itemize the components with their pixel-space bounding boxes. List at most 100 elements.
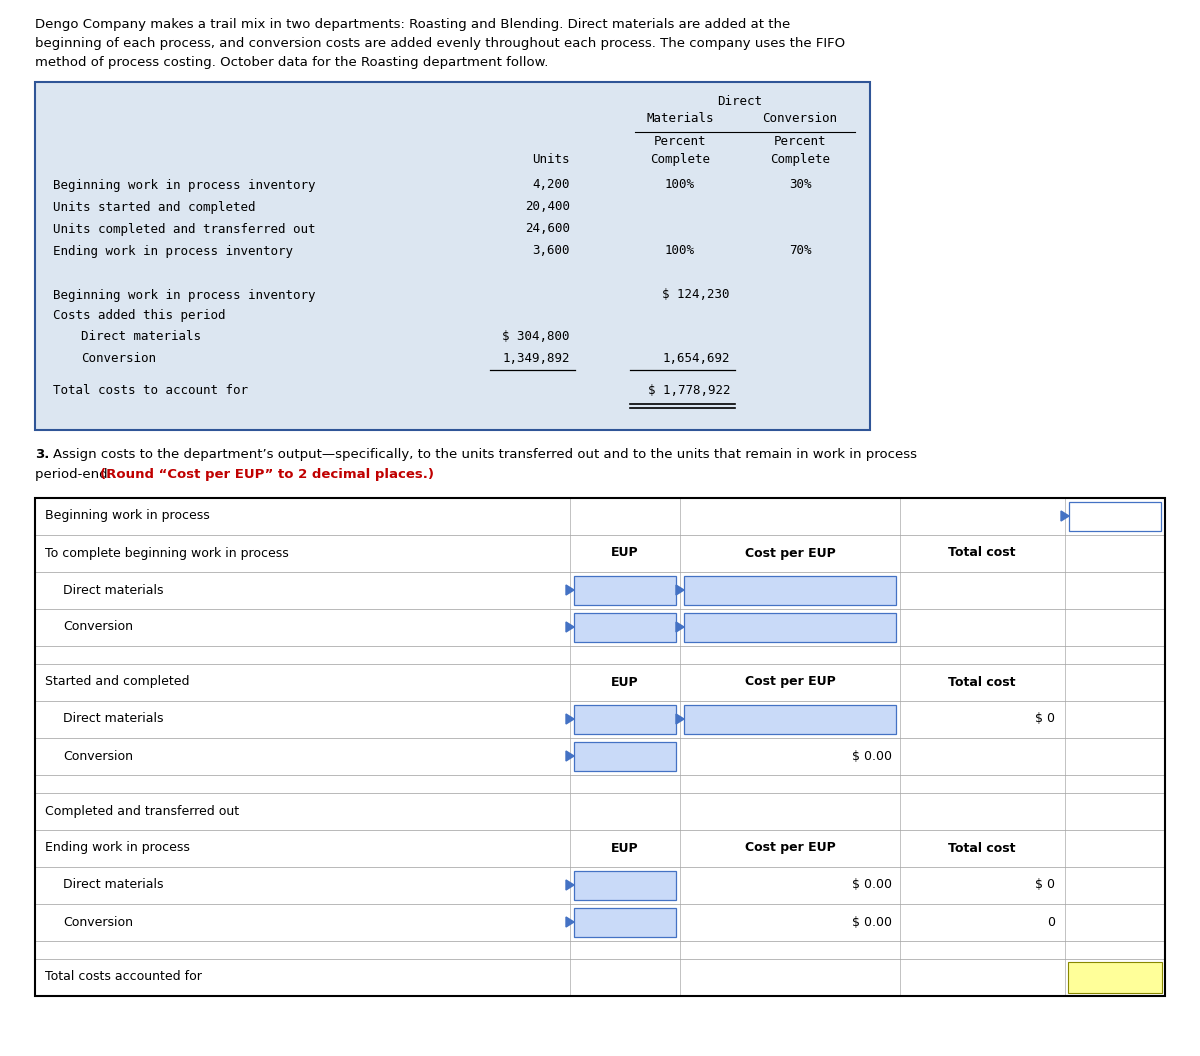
Text: Total cost: Total cost bbox=[948, 547, 1015, 560]
Bar bbox=[35, 664, 1165, 701]
Text: 70%: 70% bbox=[788, 245, 811, 258]
Bar bbox=[684, 612, 896, 642]
Bar bbox=[35, 498, 1165, 535]
Text: Dengo Company makes a trail mix in two departments: Roasting and Blending. Direc: Dengo Company makes a trail mix in two d… bbox=[35, 18, 791, 31]
Bar bbox=[574, 908, 676, 937]
Polygon shape bbox=[566, 714, 574, 724]
Text: 24,600: 24,600 bbox=[526, 223, 570, 235]
Text: $ 124,230: $ 124,230 bbox=[662, 288, 730, 302]
Text: EUP: EUP bbox=[611, 547, 638, 560]
Polygon shape bbox=[566, 751, 574, 761]
Text: EUP: EUP bbox=[611, 676, 638, 689]
Bar bbox=[35, 609, 1165, 646]
Text: To complete beginning work in process: To complete beginning work in process bbox=[46, 547, 289, 560]
Polygon shape bbox=[566, 917, 574, 927]
Bar bbox=[1068, 962, 1162, 993]
Text: Percent: Percent bbox=[654, 135, 707, 148]
Bar bbox=[35, 941, 1165, 959]
Bar bbox=[35, 498, 1165, 996]
Text: 100%: 100% bbox=[665, 245, 695, 258]
Text: Total costs to account for: Total costs to account for bbox=[53, 383, 248, 396]
Bar bbox=[684, 705, 896, 734]
Bar bbox=[35, 498, 1165, 996]
Text: Percent: Percent bbox=[774, 135, 827, 148]
Text: Units: Units bbox=[533, 153, 570, 166]
Text: period-end.: period-end. bbox=[35, 468, 116, 480]
Bar bbox=[35, 646, 1165, 664]
Text: 0: 0 bbox=[1046, 916, 1055, 928]
Text: Conversion: Conversion bbox=[64, 916, 133, 928]
Text: 100%: 100% bbox=[665, 178, 695, 191]
Polygon shape bbox=[566, 880, 574, 890]
Bar bbox=[35, 793, 1165, 830]
Bar bbox=[35, 701, 1165, 738]
Bar bbox=[574, 576, 676, 605]
Text: $ 1,778,922: $ 1,778,922 bbox=[648, 383, 730, 396]
Bar bbox=[574, 742, 676, 771]
Text: Direct materials: Direct materials bbox=[64, 584, 163, 597]
Text: Beginning work in process inventory: Beginning work in process inventory bbox=[53, 288, 316, 302]
Text: $ 0.00: $ 0.00 bbox=[852, 916, 892, 928]
Text: 4,200: 4,200 bbox=[533, 178, 570, 191]
Text: Units started and completed: Units started and completed bbox=[53, 201, 256, 213]
Text: $ 304,800: $ 304,800 bbox=[503, 331, 570, 343]
Bar bbox=[574, 612, 676, 642]
Text: Conversion: Conversion bbox=[64, 621, 133, 634]
Text: EUP: EUP bbox=[611, 842, 638, 854]
Bar bbox=[1069, 502, 1162, 531]
Text: Started and completed: Started and completed bbox=[46, 676, 190, 689]
Text: $ 0: $ 0 bbox=[1034, 879, 1055, 891]
Bar bbox=[35, 904, 1165, 941]
Bar bbox=[35, 738, 1165, 775]
Bar bbox=[35, 82, 870, 430]
Text: $ 0: $ 0 bbox=[1034, 713, 1055, 725]
Polygon shape bbox=[566, 622, 574, 631]
Text: (Round “Cost per EUP” to 2 decimal places.): (Round “Cost per EUP” to 2 decimal place… bbox=[100, 468, 434, 480]
Text: Complete: Complete bbox=[770, 153, 830, 166]
Bar bbox=[35, 535, 1165, 572]
Text: 3.: 3. bbox=[35, 448, 49, 461]
Bar bbox=[35, 959, 1165, 996]
Text: Beginning work in process: Beginning work in process bbox=[46, 509, 210, 523]
Bar bbox=[35, 572, 1165, 609]
Text: $ 0.00: $ 0.00 bbox=[852, 879, 892, 891]
Text: Materials: Materials bbox=[647, 112, 714, 125]
Text: Conversion: Conversion bbox=[762, 112, 838, 125]
Text: Direct materials: Direct materials bbox=[64, 879, 163, 891]
Polygon shape bbox=[676, 622, 684, 631]
Bar bbox=[684, 576, 896, 605]
Bar bbox=[35, 775, 1165, 793]
Text: Assign costs to the department’s output—specifically, to the units transferred o: Assign costs to the department’s output—… bbox=[53, 448, 917, 461]
Text: Direct materials: Direct materials bbox=[82, 331, 202, 343]
Text: Conversion: Conversion bbox=[82, 353, 156, 365]
Text: Complete: Complete bbox=[650, 153, 710, 166]
Text: Cost per EUP: Cost per EUP bbox=[745, 676, 835, 689]
Polygon shape bbox=[676, 714, 684, 724]
Polygon shape bbox=[1061, 511, 1069, 521]
Polygon shape bbox=[676, 585, 684, 595]
Bar bbox=[574, 705, 676, 734]
Text: Ending work in process inventory: Ending work in process inventory bbox=[53, 245, 293, 258]
Text: Units completed and transferred out: Units completed and transferred out bbox=[53, 223, 316, 235]
Bar bbox=[35, 830, 1165, 867]
Text: Direct: Direct bbox=[718, 95, 762, 108]
Text: Direct materials: Direct materials bbox=[64, 713, 163, 725]
Text: Costs added this period: Costs added this period bbox=[53, 308, 226, 321]
Text: 3,600: 3,600 bbox=[533, 245, 570, 258]
Bar bbox=[574, 871, 676, 900]
Text: Beginning work in process inventory: Beginning work in process inventory bbox=[53, 178, 316, 191]
Text: 30%: 30% bbox=[788, 178, 811, 191]
Text: method of process costing. October data for the Roasting department follow.: method of process costing. October data … bbox=[35, 56, 548, 69]
Text: 1,349,892: 1,349,892 bbox=[503, 353, 570, 365]
Text: Ending work in process: Ending work in process bbox=[46, 842, 190, 854]
Text: 20,400: 20,400 bbox=[526, 201, 570, 213]
Polygon shape bbox=[566, 585, 574, 595]
Text: Total cost: Total cost bbox=[948, 676, 1015, 689]
Text: beginning of each process, and conversion costs are added evenly throughout each: beginning of each process, and conversio… bbox=[35, 37, 845, 50]
Text: Completed and transferred out: Completed and transferred out bbox=[46, 805, 239, 817]
Text: Total costs accounted for: Total costs accounted for bbox=[46, 970, 202, 983]
Bar bbox=[35, 867, 1165, 904]
Text: 1,654,692: 1,654,692 bbox=[662, 353, 730, 365]
Text: Cost per EUP: Cost per EUP bbox=[745, 547, 835, 560]
Text: Cost per EUP: Cost per EUP bbox=[745, 842, 835, 854]
